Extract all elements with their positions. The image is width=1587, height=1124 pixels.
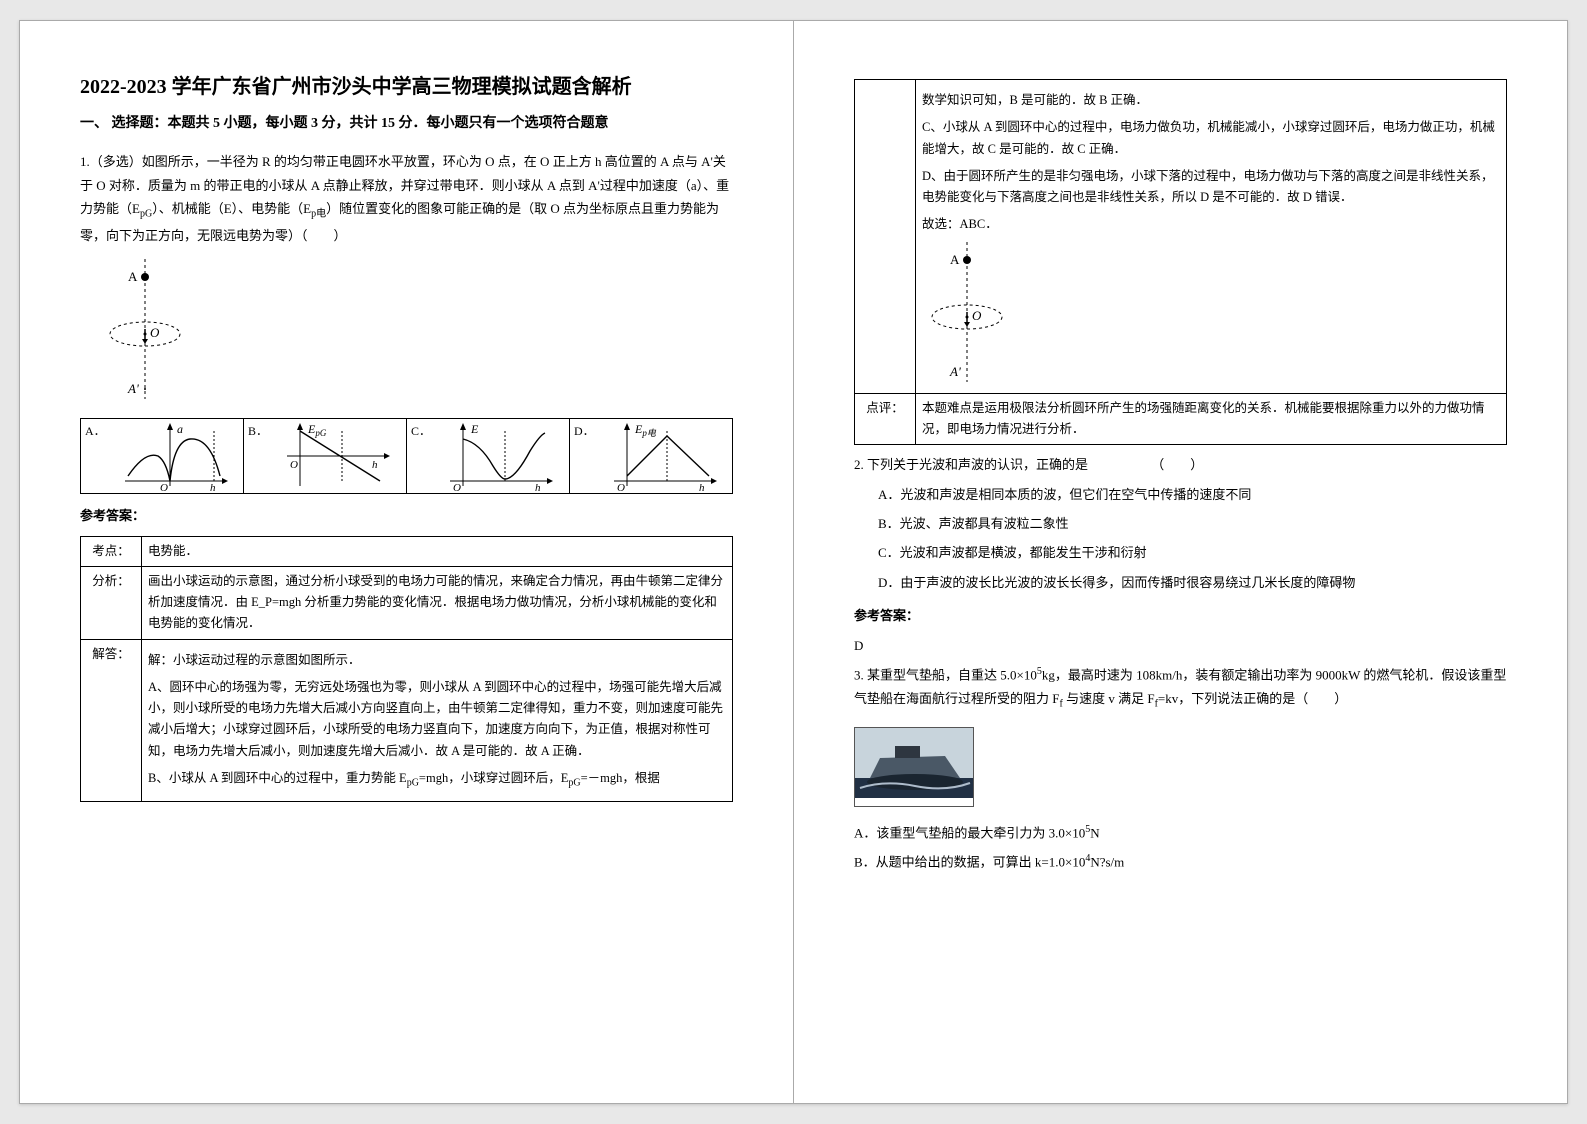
choice-b-graph: EpG O h bbox=[272, 421, 392, 491]
choice-c: C． E O h bbox=[407, 419, 570, 493]
svg-text:h: h bbox=[699, 482, 705, 491]
q2-stem: 2. 下列关于光波和声波的认识，正确的是 （ ） bbox=[854, 453, 1507, 476]
q2-opt-c: C．光波和声波都是横波，都能发生干涉和衍射 bbox=[878, 541, 1507, 564]
q1-choices: A． a O h B． bbox=[80, 418, 733, 494]
svg-text:h: h bbox=[372, 459, 378, 471]
choice-c-graph: E O h bbox=[435, 421, 555, 491]
diagram-label-a: A bbox=[128, 269, 138, 284]
choice-b: B． EpG O h bbox=[244, 419, 407, 493]
section-header: 一、 选择题：本题共 5 小题，每小题 3 分，共计 15 分．每小题只有一个选… bbox=[80, 111, 733, 136]
svg-text:A: A bbox=[950, 252, 960, 267]
q2-answer-label: 参考答案： bbox=[854, 604, 1507, 627]
svg-text:O: O bbox=[160, 482, 168, 491]
choice-d-graph: Ep电 O h bbox=[599, 421, 719, 491]
diagram-label-o: O bbox=[150, 325, 160, 340]
q2-opt-b: B．光波、声波都具有波粒二象性 bbox=[878, 512, 1507, 535]
row-content: 数学知识可知，B 是可能的．故 B 正确． C、小球从 A 到圆环中心的过程中，… bbox=[916, 80, 1507, 394]
subscript-pg: pG bbox=[140, 209, 152, 220]
svg-text:O: O bbox=[290, 459, 298, 471]
solution-b: B、小球从 A 到圆环中心的过程中，重力势能 EpG=mgh，小球穿过圆环后，E… bbox=[148, 768, 726, 792]
choice-a-label: A． bbox=[85, 421, 106, 443]
solution-intro: 解：小球运动过程的示意图如图所示． bbox=[148, 650, 726, 671]
row-label: 点评： bbox=[855, 393, 916, 445]
solution-select: 故选：ABC． bbox=[922, 214, 1500, 235]
row-content: 电势能． bbox=[142, 536, 733, 566]
right-column: 数学知识可知，B 是可能的．故 B 正确． C、小球从 A 到圆环中心的过程中，… bbox=[794, 21, 1567, 1103]
table-row: 数学知识可知，B 是可能的．故 B 正确． C、小球从 A 到圆环中心的过程中，… bbox=[855, 80, 1507, 394]
svg-text:EpG: EpG bbox=[307, 422, 327, 438]
q1-answer-label: 参考答案： bbox=[80, 504, 733, 527]
solution-diagram: A O A' bbox=[922, 242, 1500, 389]
svg-text:O: O bbox=[617, 482, 625, 491]
exam-paper: 2022-2023 学年广东省广州市沙头中学高三物理模拟试题含解析 一、 选择题… bbox=[19, 20, 1568, 1104]
left-column: 2022-2023 学年广东省广州市沙头中学高三物理模拟试题含解析 一、 选择题… bbox=[20, 21, 794, 1103]
q2-opt-d: D．由于声波的波长比光波的波长长得多，因而传播时很容易绕过几米长度的障碍物 bbox=[878, 571, 1507, 594]
choice-d: D． Ep电 O h bbox=[570, 419, 732, 493]
table-row: 解答： 解：小球运动过程的示意图如图所示． A、圆环中心的场强为零，无穷远处场强… bbox=[81, 639, 733, 802]
subscript-p-elec: p电 bbox=[311, 209, 326, 220]
solution-c: C、小球从 A 到圆环中心的过程中，电场力做负功，机械能减小，小球穿过圆环后，电… bbox=[922, 117, 1500, 160]
diagram-label-ap: A' bbox=[127, 381, 139, 396]
q3-opt-a: A．该重型气垫船的最大牵引力为 3.0×105N bbox=[854, 821, 1507, 845]
q2-answer: D bbox=[854, 634, 1507, 657]
table-row: 考点： 电势能． bbox=[81, 536, 733, 566]
diagram-svg-2: A O A' bbox=[922, 242, 1012, 382]
svg-text:Ep电: Ep电 bbox=[634, 422, 657, 438]
diagram-svg: A O A' bbox=[100, 259, 190, 399]
table-row: 分析： 画出小球运动的示意图，通过分析小球受到的电场力可能的情况，来确定合力情况… bbox=[81, 566, 733, 639]
hovercraft-sketch bbox=[855, 728, 973, 798]
choice-a-graph: a O h bbox=[110, 421, 230, 491]
q1-stem-text-b: ）、机械能（E）、电势能（E bbox=[152, 201, 311, 216]
row-content: 画出小球运动的示意图，通过分析小球受到的电场力可能的情况，来确定合力情况，再由牛… bbox=[142, 566, 733, 639]
table-row: 点评： 本题难点是运用极限法分析圆环所产生的场强随距离变化的关系．机械能要根据除… bbox=[855, 393, 1507, 445]
svg-text:h: h bbox=[210, 482, 216, 491]
q1-analysis-table: 考点： 电势能． 分析： 画出小球运动的示意图，通过分析小球受到的电场力可能的情… bbox=[80, 536, 733, 803]
page-title: 2022-2023 学年广东省广州市沙头中学高三物理模拟试题含解析 bbox=[80, 71, 733, 103]
svg-text:a: a bbox=[177, 422, 183, 436]
svg-text:A': A' bbox=[949, 364, 961, 379]
svg-text:E: E bbox=[470, 422, 479, 436]
svg-text:O: O bbox=[453, 482, 461, 491]
q3-opt-b: B．从题中给出的数据，可算出 k=1.0×104N?s/m bbox=[854, 850, 1507, 874]
choice-a: A． a O h bbox=[81, 419, 244, 493]
row-content: 本题难点是运用极限法分析圆环所产生的场强随距离变化的关系．机械能要根据除重力以外… bbox=[916, 393, 1507, 445]
svg-text:O: O bbox=[972, 308, 982, 323]
choice-d-label: D． bbox=[574, 421, 595, 443]
choice-b-label: B． bbox=[248, 421, 268, 443]
q3-figure bbox=[854, 727, 974, 806]
row-label: 解答： bbox=[81, 639, 142, 802]
solution-b-cont: 数学知识可知，B 是可能的．故 B 正确． bbox=[922, 90, 1500, 111]
q1-analysis-table-cont: 数学知识可知，B 是可能的．故 B 正确． C、小球从 A 到圆环中心的过程中，… bbox=[854, 79, 1507, 445]
row-label: 分析： bbox=[81, 566, 142, 639]
q2-opt-a: A．光波和声波是相同本质的波，但它们在空气中传播的速度不同 bbox=[878, 483, 1507, 506]
row-label-empty bbox=[855, 80, 916, 394]
choice-c-label: C． bbox=[411, 421, 431, 443]
solution-a: A、圆环中心的场强为零，无穷远处场强也为零，则小球从 A 到圆环中心的过程中，场… bbox=[148, 677, 726, 762]
row-content: 解：小球运动过程的示意图如图所示． A、圆环中心的场强为零，无穷远处场强也为零，… bbox=[142, 639, 733, 802]
q1-diagram: A O A' bbox=[100, 259, 733, 406]
q3-stem: 3. 某重型气垫船，自重达 5.0×105kg，最高时速为 108km/h，装有… bbox=[854, 663, 1507, 713]
solution-d: D、由于圆环所产生的是非匀强电场，小球下落的过程中，电场力做功与下落的高度之间是… bbox=[922, 166, 1500, 209]
svg-text:h: h bbox=[535, 482, 541, 491]
q1-stem: 1.（多选）如图所示，一半径为 R 的均匀带正电圆环水平放置，环心为 O 点，在… bbox=[80, 150, 733, 247]
row-label: 考点： bbox=[81, 536, 142, 566]
